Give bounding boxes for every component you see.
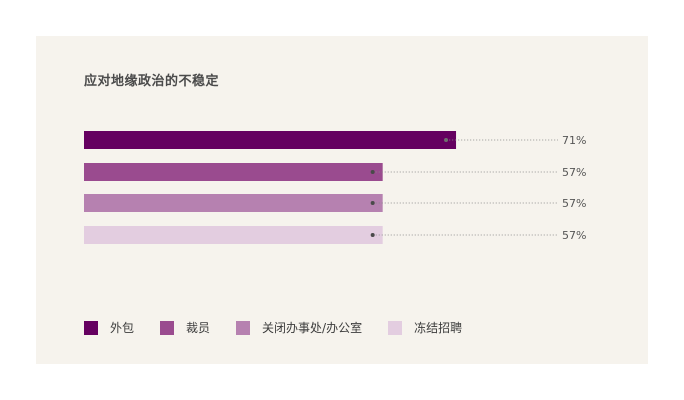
legend-label-4: 冻结招聘 [414, 321, 463, 335]
chart-title: 应对地缘政治的不稳定 [84, 74, 220, 89]
leader-dot-3 [370, 201, 375, 205]
legend-swatch-2 [160, 320, 175, 335]
value-label-4: 57% [562, 229, 586, 242]
legend-item-1: 外包 [84, 319, 134, 336]
bar-chart: 71% 57% 57% 57% [84, 131, 586, 244]
value-label-1: 71% [562, 134, 586, 147]
legend-item-3: 关闭办事处/办公室 [236, 319, 362, 336]
legend-swatch-1 [84, 320, 98, 335]
bar-3 [84, 194, 383, 212]
legend-swatch-4 [388, 320, 403, 335]
legend: 外包 裁员 关闭办事处/办公室 冻结招聘 [84, 319, 488, 336]
legend-item-2: 裁员 [160, 319, 210, 336]
bar-4 [84, 226, 383, 244]
chart-card: 应对地缘政治的不稳定 71% 57% 57% 57% 外包 裁员 关闭办事处/办公室 冻结招… [36, 36, 648, 364]
leader-dot-2 [370, 170, 375, 174]
value-label-3: 57% [562, 197, 586, 210]
leader-dot-1 [444, 138, 449, 142]
bar-1 [84, 131, 457, 149]
legend-label-1: 外包 [110, 321, 135, 335]
leader-dot-4 [370, 233, 375, 237]
legend-item-4: 冻结招聘 [388, 319, 462, 336]
bar-2 [84, 163, 383, 181]
legend-swatch-3 [236, 320, 251, 335]
legend-label-3: 关闭办事处/办公室 [262, 321, 363, 335]
value-label-2: 57% [562, 166, 586, 179]
legend-label-2: 裁员 [186, 321, 211, 335]
